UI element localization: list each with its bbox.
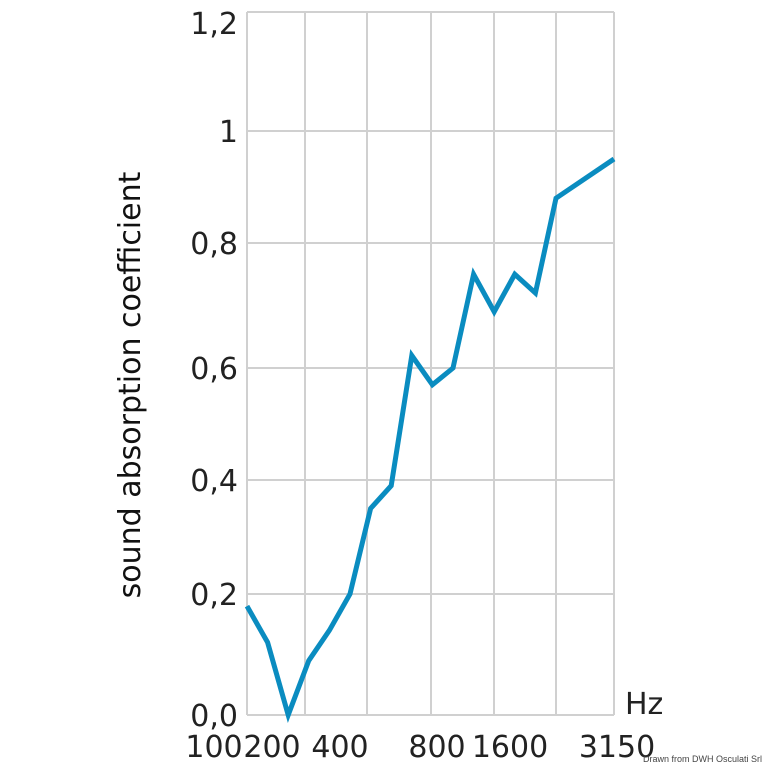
y-tick-label: 0,8 [190, 227, 238, 262]
x-tick-label: 1600 [472, 730, 548, 765]
x-axis-label: Hz [625, 687, 663, 722]
y-tick-label: 0,6 [190, 352, 238, 387]
x-tick-label: 800 [408, 730, 465, 765]
y-tick-label: 0,0 [190, 699, 238, 734]
x-tick-label: 3150 [579, 730, 655, 765]
y-tick-label: 1,2 [190, 7, 238, 42]
x-tick-label: 100 [185, 730, 242, 765]
y-axis-label: sound absorption coefficient [113, 171, 148, 598]
credit-text: Drawn from DWH Osculati Srl [642, 754, 762, 764]
y-tick-label: 1 [219, 115, 238, 150]
x-tick-label: 200 [243, 730, 300, 765]
y-tick-label: 0,2 [190, 578, 238, 613]
x-tick-label: 400 [311, 730, 368, 765]
y-tick-label: 0,4 [190, 464, 238, 499]
